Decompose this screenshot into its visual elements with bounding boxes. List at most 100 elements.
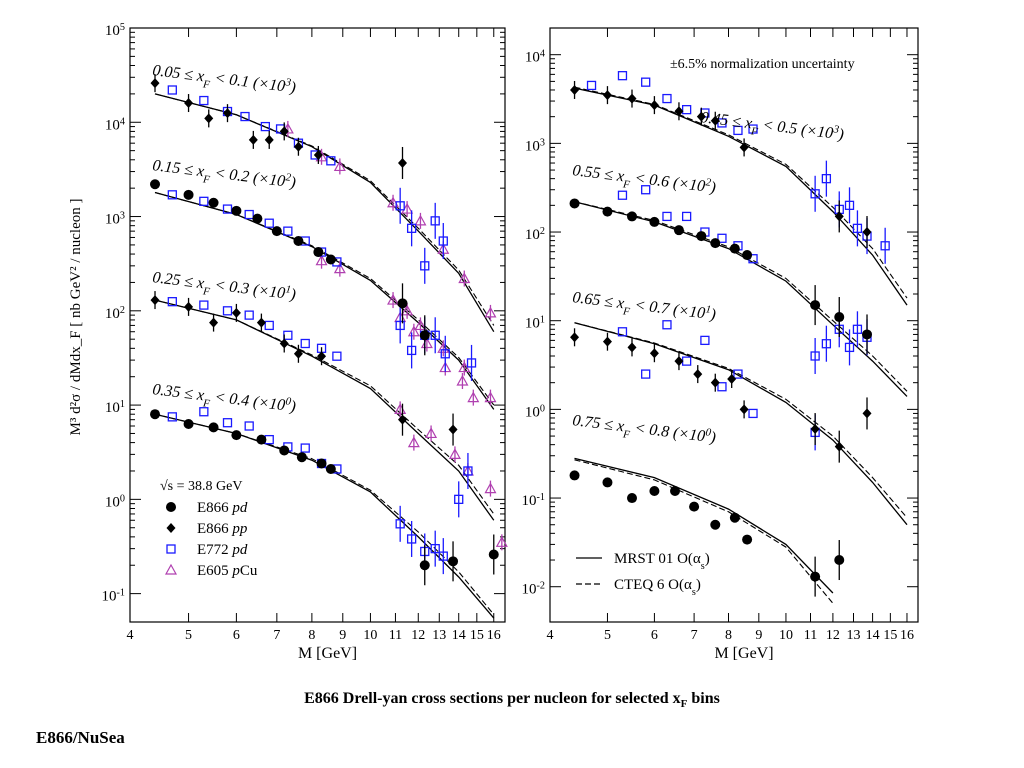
bin-group: 0.35 ≤ xF < 0.4 (×100)	[150, 381, 508, 619]
data-point-e772-pd	[222, 204, 233, 214]
data-point-e866-pd	[166, 502, 176, 512]
chart-panel-left: 10-1 100 101 102 103 104 105 4 5 6 7 8 9 10 11 12 13 14 15…	[68, 22, 508, 662]
x-tick-label: 12	[411, 628, 425, 643]
data-point-e772-pd	[199, 95, 209, 106]
data-point-e866-pd	[627, 211, 638, 222]
legend-label: CTEQ 6 O(αs)	[614, 577, 701, 598]
data-point-e772-pd	[641, 77, 651, 87]
y-tick-label: 101	[105, 399, 125, 417]
data-point-e866-pp	[739, 404, 749, 415]
data-point-e605-pcu	[407, 325, 420, 337]
data-point-e772-pd	[717, 118, 727, 128]
data-point-e772-pd	[260, 121, 270, 132]
cteq-curve	[154, 93, 495, 326]
y-tick-label: 104	[525, 48, 545, 66]
data-point-e772-pd	[463, 466, 473, 476]
data-point-e866-pp	[627, 93, 637, 104]
footer-label: E866/NuSea	[36, 728, 125, 747]
data-point-e772-pd	[167, 297, 177, 307]
data-point-e772-pd	[395, 519, 405, 529]
data-point-e866-pd	[729, 243, 740, 254]
data-point-e866-pp	[834, 441, 844, 452]
data-point-e772-pd	[199, 300, 209, 310]
plot-frame	[129, 27, 506, 623]
data-point-e772-pd	[167, 412, 177, 422]
data-point-e866-pp	[293, 141, 303, 152]
data-point-e772-pd	[395, 320, 405, 331]
data-point-e605-pcu	[495, 536, 508, 547]
data-point-e772-pd	[264, 218, 274, 228]
data-point-e866-pp	[649, 100, 659, 111]
data-point-e866-pd	[742, 250, 753, 261]
data-point-e866-pp	[166, 523, 176, 533]
data-point-e866-pd	[419, 560, 430, 571]
y-tick-label: 105	[105, 22, 125, 40]
data-point-e605-pcu	[333, 262, 346, 274]
y-tick-label: 101	[525, 314, 545, 332]
data-point-e866-pd	[834, 312, 845, 323]
data-point-e866-pd	[325, 254, 336, 265]
x-tick-label: 5	[604, 628, 611, 643]
x-tick-label: 7	[273, 628, 280, 643]
data-point-e772-pd	[406, 345, 417, 356]
data-point-e772-pd	[167, 85, 177, 95]
normalization-note: ±6.5% normalization uncertainty	[670, 57, 855, 72]
data-point-e605-pcu	[387, 293, 400, 305]
y-tick-label: 104	[105, 116, 125, 134]
data-point-e866-pd	[325, 463, 336, 474]
bin-group: 0.75 ≤ xF < 0.8 (×100)	[569, 412, 845, 604]
data-point-e772-pd	[438, 236, 448, 246]
data-point-e772-pd	[617, 327, 628, 337]
data-point-e866-pd	[231, 430, 242, 441]
x-axis-label: M [GeV]	[714, 645, 773, 662]
data-point-e772-pd	[733, 369, 743, 379]
data-point-e866-pp	[256, 317, 266, 328]
data-point-e866-pp	[398, 414, 408, 425]
data-point-e772-pd	[283, 226, 293, 236]
data-point-e866-pp	[710, 377, 720, 388]
data-point-e772-pd	[199, 196, 209, 206]
data-point-e866-pd	[670, 486, 681, 497]
data-point-e866-pp	[204, 113, 214, 124]
data-point-e772-pd	[617, 190, 628, 200]
x-tick-label: 10	[363, 628, 377, 643]
data-point-e866-pp	[317, 351, 327, 362]
data-point-e866-pd	[627, 493, 638, 504]
legend-item: E772 pd	[166, 542, 248, 558]
data-point-e772-pd	[852, 223, 863, 234]
data-point-e866-pp	[184, 98, 194, 109]
data-point-e772-pd	[586, 80, 597, 91]
legend-item: CTEQ 6 O(αs)	[576, 577, 701, 598]
legend-label: MRST 01 O(αs)	[614, 551, 710, 572]
data-point-e605-pcu	[333, 160, 346, 172]
data-point-e866-pd	[183, 418, 194, 429]
data-point-e772-pd	[438, 551, 448, 561]
data-point-e866-pd	[673, 225, 684, 236]
data-point-e772-pd	[222, 306, 233, 316]
data-point-e866-pp	[602, 90, 612, 101]
x-tick-label: 8	[725, 628, 732, 643]
x-tick-label: 6	[651, 628, 658, 643]
data-point-e605-pcu	[414, 214, 427, 226]
data-point-e605-pcu	[484, 482, 497, 494]
x-tick-label: 14	[866, 628, 880, 643]
data-point-e772-pd	[332, 351, 342, 361]
y-tick-label: 103	[525, 137, 545, 155]
data-point-e772-pd	[662, 211, 672, 222]
data-point-e605-pcu	[401, 304, 414, 316]
data-point-e866-pp	[739, 142, 749, 153]
data-point-e772-pd	[844, 200, 855, 210]
data-point-e866-pp	[448, 424, 458, 435]
data-point-e772-pd	[662, 320, 672, 330]
data-point-e866-pp	[248, 134, 258, 145]
data-point-e866-pd	[710, 519, 721, 530]
y-tick-label: 10-2	[522, 580, 546, 598]
data-point-e866-pd	[834, 555, 845, 566]
cteq-curve	[574, 459, 834, 604]
x-tick-label: 14	[452, 628, 466, 643]
data-point-e772-pd	[821, 339, 832, 349]
data-point-e866-pd	[313, 247, 324, 258]
data-point-e772-pd	[264, 320, 274, 331]
data-point-e772-pd	[199, 407, 209, 417]
data-point-e866-pp	[674, 106, 684, 117]
